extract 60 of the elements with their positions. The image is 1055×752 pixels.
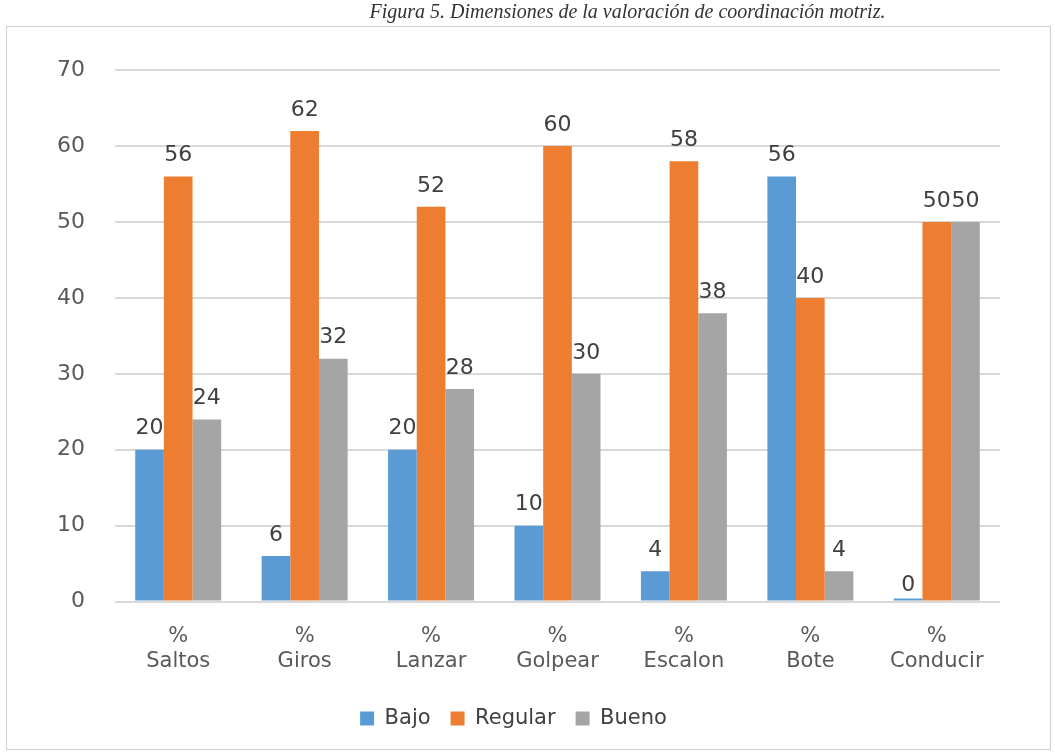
bar [640,571,670,601]
bar [543,146,572,601]
x-tick-label: % Giros [277,622,332,672]
x-tick-label: % Conducir [890,622,984,672]
x-tick-label: % Bote [786,622,835,672]
data-label: 56 [164,141,193,167]
data-label: 56 [767,141,796,167]
data-label: 58 [669,126,698,152]
data-label: 50 [951,186,980,212]
bar [261,556,291,601]
data-label: 4 [832,535,847,561]
y-tick-label: 30 [56,359,85,385]
bar [922,222,952,601]
x-tick-label: % Golpear [516,622,600,672]
bar [767,176,797,601]
y-tick-label: 10 [56,511,85,537]
bar [669,161,699,601]
data-label: 6 [268,520,283,546]
legend-label: Bueno [600,704,667,729]
bar [318,358,348,601]
data-label: 24 [192,384,221,410]
bar [698,313,727,601]
data-label: 38 [698,277,727,303]
y-tick-label: 40 [56,283,85,309]
data-label: 60 [543,110,572,136]
bar [135,449,164,601]
bar [571,373,601,601]
chart-title: Figura 5. Dimensiones de la valoración de coordinación motriz. [368,0,887,23]
data-label: 10 [514,490,543,516]
data-label: 40 [796,262,825,288]
legend-label: Bajo [384,704,431,729]
bar [445,389,475,601]
x-tick-label: % Escalon [643,622,725,672]
legend-label: Regular [475,704,556,729]
data-label: 62 [290,95,319,121]
bar [416,206,446,601]
data-label: 20 [135,414,164,440]
bar [388,449,417,601]
y-tick-label: 20 [56,435,85,461]
data-label: 32 [319,323,348,349]
y-tick-label: 50 [56,207,85,233]
y-tick-label: 70 [56,55,85,81]
bar [951,222,980,601]
data-label: 4 [648,535,663,561]
bar [796,297,825,601]
data-label: 0 [901,571,916,597]
data-label: 50 [922,186,951,212]
bar [514,525,544,601]
data-label: 28 [445,353,474,379]
y-tick-label: 60 [56,131,85,157]
data-label: 30 [572,338,601,364]
data-label: 52 [417,171,446,197]
bar [192,419,222,601]
data-label: 20 [388,414,417,440]
x-tick-label: % Saltos [146,622,211,672]
bar [163,176,193,601]
x-tick-label: % Lanzar [395,622,467,672]
bar [824,571,854,601]
y-tick-label: 0 [70,587,85,613]
bar [290,130,319,601]
